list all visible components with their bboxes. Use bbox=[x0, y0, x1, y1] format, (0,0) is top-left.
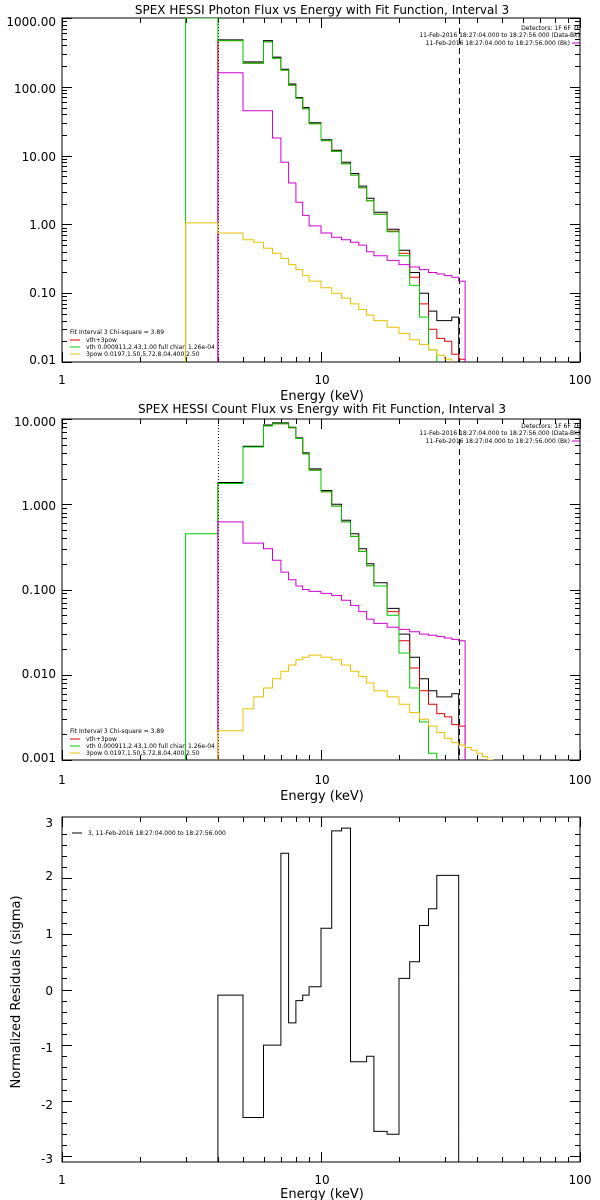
x-tick-label: 100 bbox=[569, 373, 592, 387]
photon-flux-chart: SPEX HESSI Photon Flux vs Energy with Fi… bbox=[6, 3, 591, 404]
x-tick-labels: 1 10 100 bbox=[58, 373, 591, 387]
data-bk-label: 11-Feb-2016 18:27:04.000 to 18:27:56.000… bbox=[419, 430, 580, 437]
y-ticks bbox=[62, 419, 580, 761]
y-tick-label: 1000.00 bbox=[6, 15, 56, 29]
plot-frame bbox=[61, 816, 581, 1163]
count-flux-chart: SPEX HESSI Count Flux vs Energy with Fit… bbox=[14, 402, 591, 804]
legend-item: 3pow 0.0197,1.50,5.72,8.04,400,2.50 bbox=[86, 351, 200, 358]
x-tick-label: 10 bbox=[314, 1173, 329, 1187]
legend-item: vth+3pow bbox=[86, 337, 117, 344]
chart-title: SPEX HESSI Count Flux vs Energy with Fit… bbox=[138, 402, 506, 416]
legend: Fit Interval 3 Chi-square = 3.89 vth+3po… bbox=[70, 329, 215, 358]
x-tick-label: 1 bbox=[58, 373, 66, 387]
bk-label: 11-Feb-2016 18:27:04.000 to 18:27:56.000… bbox=[426, 438, 570, 445]
detectors-label: Detectors: 1F 6F 7F bbox=[521, 25, 580, 32]
series-line-5 bbox=[217, 654, 494, 760]
y-tick-label: 1 bbox=[45, 927, 53, 941]
legend-item: 3, 11-Feb-2016 18:27:04.000 to 18:27:56.… bbox=[88, 830, 226, 837]
y-ticks bbox=[62, 834, 580, 1157]
y-tick-label: -3 bbox=[41, 1152, 53, 1166]
series-line-4 bbox=[217, 521, 466, 760]
x-tick-labels: 1 10 100 bbox=[58, 1173, 591, 1187]
y-tick-labels: 10.000 1.000 0.100 0.010 0.001 bbox=[14, 415, 56, 765]
x-axis-label: Energy (keV) bbox=[280, 789, 364, 804]
legend-item: 3pow 0.0197,1.50,5.72,8.04,400,2.50 bbox=[86, 750, 200, 757]
y-tick-label: 1.000 bbox=[22, 499, 56, 513]
y-tick-label: 0.001 bbox=[22, 751, 56, 765]
y-tick-label: 0.10 bbox=[29, 286, 56, 300]
x-axis-label: Energy (keV) bbox=[280, 389, 364, 404]
x-tick-label: 1 bbox=[58, 1173, 66, 1187]
header-text: Detectors: 1F 6F 7F 11-Feb-2016 18:27:04… bbox=[419, 25, 580, 47]
y-ticks bbox=[62, 18, 580, 363]
x-tick-label: 100 bbox=[569, 773, 592, 787]
series-line-3 bbox=[185, 18, 438, 362]
y-tick-label: 100.00 bbox=[14, 82, 56, 96]
x-tick-label: 1 bbox=[58, 773, 66, 787]
x-tick-label: 10 bbox=[314, 773, 329, 787]
y-tick-labels: 3 2 1 0 -1 -2 -3 bbox=[41, 816, 53, 1166]
y-tick-label: 0.01 bbox=[29, 353, 56, 367]
series-group bbox=[185, 18, 466, 362]
data-bk-label: 11-Feb-2016 18:27:04.000 to 18:27:56.000… bbox=[419, 32, 580, 39]
series-line-2 bbox=[217, 423, 466, 760]
y-tick-label: 3 bbox=[45, 816, 53, 830]
y-tick-label: 10.000 bbox=[14, 415, 56, 429]
x-ticks bbox=[62, 18, 581, 362]
y-tick-labels: 1000.00 100.00 10.00 1.00 0.10 0.01 bbox=[6, 15, 56, 367]
residuals-chart: 3 2 1 0 -1 -2 -3 1 10 100 Energy (keV) N… bbox=[9, 816, 591, 1200]
header-text: Detectors: 1F 6F 7F 11-Feb-2016 18:27:04… bbox=[419, 423, 580, 445]
legend-title: Fit Interval 3 Chi-square = 3.89 bbox=[70, 329, 164, 336]
y-tick-label: -1 bbox=[41, 1041, 53, 1055]
legend-item: vth 0.000911,2.43,1.00 full chian 1.26e-… bbox=[86, 743, 215, 750]
series-group bbox=[217, 827, 460, 1162]
y-axis-label: Normalized Residuals (sigma) bbox=[9, 895, 24, 1088]
y-tick-label: 1.00 bbox=[29, 218, 56, 232]
legend-title: Fit Interval 3 Chi-square = 3.89 bbox=[70, 728, 164, 735]
y-tick-label: 2 bbox=[45, 869, 53, 883]
legend-item: vth 0.000911,2.43,1.00 full chian 1.26e-… bbox=[86, 344, 215, 351]
detectors-label: Detectors: 1F 6F 7F bbox=[521, 423, 580, 430]
x-ticks bbox=[62, 817, 581, 1162]
legend-item: vth+3pow bbox=[86, 736, 117, 743]
series-line-1 bbox=[217, 39, 460, 362]
bk-label: 11-Feb-2016 18:27:04.000 to 18:27:56.000… bbox=[426, 40, 570, 47]
y-tick-label: -2 bbox=[41, 1098, 53, 1112]
chart-title: SPEX HESSI Photon Flux vs Energy with Fi… bbox=[135, 3, 509, 17]
x-tick-label: 10 bbox=[314, 373, 329, 387]
series-group bbox=[185, 422, 494, 760]
series-line-1 bbox=[217, 422, 460, 760]
series-line-5 bbox=[185, 222, 453, 362]
legend: 3, 11-Feb-2016 18:27:04.000 to 18:27:56.… bbox=[72, 830, 226, 837]
plot-frame bbox=[61, 17, 581, 363]
x-tick-labels: 1 10 100 bbox=[58, 773, 591, 787]
x-tick-label: 100 bbox=[569, 1173, 592, 1187]
x-axis-label: Energy (keV) bbox=[280, 1187, 364, 1200]
legend: Fit Interval 3 Chi-square = 3.89 vth+3po… bbox=[70, 728, 215, 757]
series-line-4 bbox=[217, 72, 466, 362]
y-tick-label: 0.010 bbox=[22, 667, 56, 681]
series-line-3 bbox=[185, 423, 438, 760]
y-tick-label: 0.100 bbox=[22, 583, 56, 597]
y-tick-label: 10.00 bbox=[22, 150, 56, 164]
y-tick-label: 0 bbox=[45, 984, 53, 998]
series-line-1 bbox=[217, 827, 460, 1162]
